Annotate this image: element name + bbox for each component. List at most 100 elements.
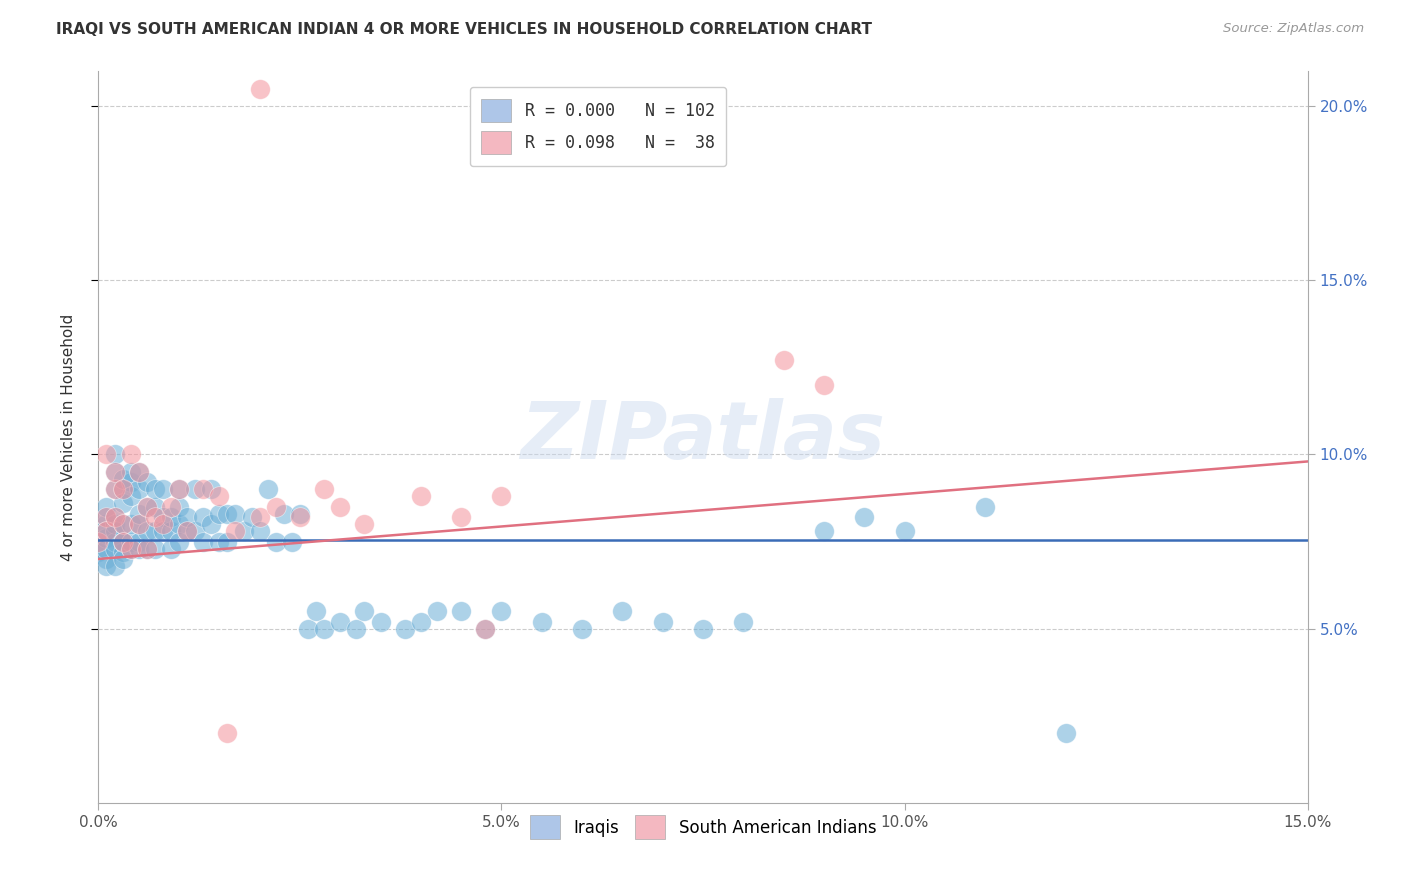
Point bbox=[193, 483, 215, 497]
Point bbox=[120, 489, 142, 503]
Point bbox=[426, 604, 449, 618]
Point bbox=[103, 534, 125, 549]
Point bbox=[813, 524, 835, 538]
Point bbox=[733, 615, 755, 629]
Point bbox=[491, 489, 513, 503]
Point bbox=[103, 448, 125, 462]
Point bbox=[217, 726, 239, 740]
Point bbox=[281, 534, 304, 549]
Point bbox=[143, 541, 166, 556]
Point bbox=[329, 500, 352, 514]
Point bbox=[224, 507, 246, 521]
Point bbox=[111, 472, 134, 486]
Point bbox=[200, 517, 222, 532]
Point bbox=[1054, 726, 1077, 740]
Point bbox=[176, 524, 198, 538]
Point bbox=[103, 510, 125, 524]
Point bbox=[103, 510, 125, 524]
Point bbox=[128, 507, 150, 521]
Point bbox=[143, 524, 166, 538]
Point bbox=[135, 500, 157, 514]
Point bbox=[135, 475, 157, 490]
Point bbox=[120, 541, 142, 556]
Point bbox=[288, 510, 311, 524]
Point bbox=[120, 541, 142, 556]
Point bbox=[120, 534, 142, 549]
Point bbox=[813, 377, 835, 392]
Point bbox=[143, 483, 166, 497]
Point bbox=[167, 483, 190, 497]
Point bbox=[120, 517, 142, 532]
Point bbox=[853, 510, 876, 524]
Point bbox=[152, 510, 174, 524]
Point bbox=[111, 483, 134, 497]
Point bbox=[249, 524, 271, 538]
Point bbox=[314, 483, 336, 497]
Point bbox=[135, 541, 157, 556]
Point bbox=[193, 534, 215, 549]
Point bbox=[491, 604, 513, 618]
Point bbox=[120, 465, 142, 479]
Point bbox=[103, 541, 125, 556]
Point bbox=[96, 510, 118, 524]
Point bbox=[135, 524, 157, 538]
Point bbox=[96, 448, 118, 462]
Point bbox=[128, 517, 150, 532]
Point bbox=[96, 517, 118, 532]
Point bbox=[772, 353, 794, 368]
Point bbox=[409, 615, 432, 629]
Point bbox=[128, 517, 150, 532]
Point bbox=[314, 622, 336, 636]
Point bbox=[288, 507, 311, 521]
Point bbox=[111, 545, 134, 559]
Point bbox=[297, 622, 319, 636]
Point bbox=[96, 541, 118, 556]
Point bbox=[394, 622, 416, 636]
Point bbox=[264, 500, 287, 514]
Point bbox=[370, 615, 392, 629]
Point bbox=[571, 622, 593, 636]
Point bbox=[160, 500, 183, 514]
Point bbox=[111, 496, 134, 510]
Point bbox=[474, 622, 496, 636]
Point bbox=[96, 510, 118, 524]
Point bbox=[103, 465, 125, 479]
Point bbox=[152, 483, 174, 497]
Point bbox=[256, 483, 278, 497]
Point bbox=[96, 552, 118, 566]
Point bbox=[893, 524, 915, 538]
Point bbox=[96, 500, 118, 514]
Point bbox=[344, 622, 367, 636]
Point bbox=[305, 604, 328, 618]
Point bbox=[651, 615, 673, 629]
Point bbox=[167, 517, 190, 532]
Point bbox=[120, 475, 142, 490]
Point bbox=[208, 534, 231, 549]
Point bbox=[128, 534, 150, 549]
Point bbox=[167, 500, 190, 514]
Point bbox=[273, 507, 295, 521]
Point bbox=[87, 534, 110, 549]
Point bbox=[103, 483, 125, 497]
Text: Source: ZipAtlas.com: Source: ZipAtlas.com bbox=[1223, 22, 1364, 36]
Point bbox=[249, 510, 271, 524]
Point bbox=[232, 524, 254, 538]
Point bbox=[135, 500, 157, 514]
Point bbox=[96, 524, 118, 538]
Point bbox=[120, 448, 142, 462]
Point bbox=[974, 500, 997, 514]
Point bbox=[193, 510, 215, 524]
Point bbox=[152, 524, 174, 538]
Point bbox=[264, 534, 287, 549]
Point bbox=[143, 510, 166, 524]
Point bbox=[160, 510, 183, 524]
Point bbox=[111, 517, 134, 532]
Point bbox=[329, 615, 352, 629]
Point bbox=[96, 524, 118, 538]
Point bbox=[128, 483, 150, 497]
Point bbox=[167, 534, 190, 549]
Point bbox=[152, 517, 174, 532]
Point bbox=[240, 510, 263, 524]
Point bbox=[111, 552, 134, 566]
Point bbox=[692, 622, 714, 636]
